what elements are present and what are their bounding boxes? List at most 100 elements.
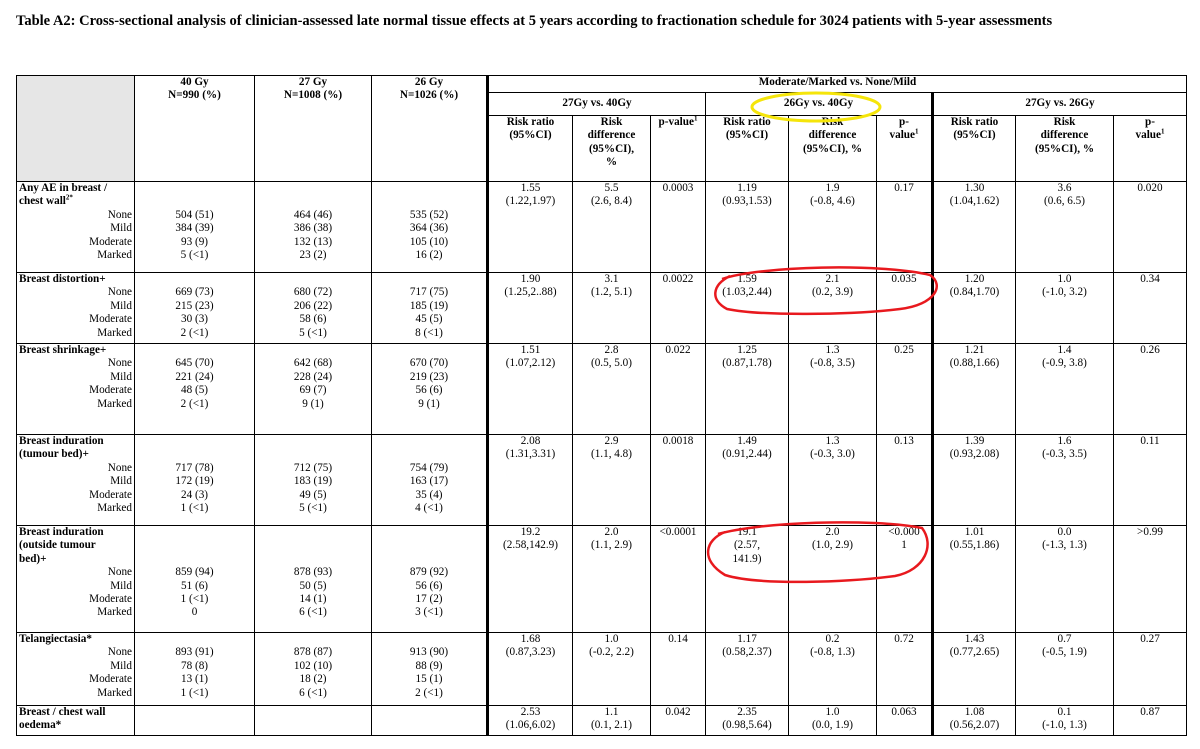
cell-p-value: 0.11 [1113,434,1187,526]
header-group: Moderate/Marked vs. None/Mild [486,75,1187,93]
header-comparison-27-40: 27Gy vs. 40Gy [486,92,706,116]
cell-p-value: 0.035 [876,272,933,344]
cell-27gy: 878 (93) 50 (5) 14 (1) 6 (<1) [254,525,372,633]
header-risk-difference: Risk difference (95%CI), % [788,115,877,182]
cell-risk-ratio: 19.1 (2.57, 141.9) [705,525,789,633]
cell-risk-ratio: 1.01 (0.55,1.86) [931,525,1016,633]
cell-p-value: 0.72 [876,632,933,706]
cell-risk-ratio: 1.08 (0.56,2.07) [931,705,1016,736]
cell-26gy: 717 (75) 185 (19) 45 (5) 8 (<1) [371,272,488,344]
row-label: Breast / chest wall oedema* [16,705,135,736]
cell-risk-difference: 1.4 (-0.9, 3.8) [1015,343,1114,435]
cell-risk-difference: 2.1 (0.2, 3.9) [788,272,877,344]
cell-risk-ratio: 1.55 (1.22,1.97) [486,181,573,273]
cell-risk-difference: 2.8 (0.5, 5.0) [572,343,651,435]
row-label: Any AE in breast / chest wall2* None Mild Mo… [16,181,135,273]
row-label: Breast induration (outside tumour bed)+ Non… [16,525,135,633]
cell-risk-difference: 1.6 (-0.3, 3.5) [1015,434,1114,526]
header-comparison-26-40: 26Gy vs. 40Gy [705,92,933,116]
cell-p-value: 0.25 [876,343,933,435]
row-label: Breast induration (tumour bed)+ None Mild Mo… [16,434,135,526]
cell-risk-difference: 0.7 (-0.5, 1.9) [1015,632,1114,706]
row-label: Breast shrinkage+ None Mild Moderate Marked [16,343,135,435]
header-p-value: p-value1 [650,115,706,182]
cell-risk-difference: 2.9 (1.1, 4.8) [572,434,651,526]
table-row: Breast induration (tumour bed)+ None Mild Mo… [16,434,1187,526]
cell-p-value: 0.14 [650,632,706,706]
cell-risk-difference: 0.2 (-0.8, 1.3) [788,632,877,706]
cell-40gy: 645 (70) 221 (24) 48 (5) 2 (<1) [134,343,255,435]
cell-risk-ratio: 2.35 (0.98,5.64) [705,705,789,736]
cell-risk-ratio: 19.2 (2.58,142.9) [486,525,573,633]
table-row: Breast induration (outside tumour bed)+ Non… [16,525,1187,633]
table-row: Any AE in breast / chest wall2* None Mild Mo… [16,181,1187,273]
cell-risk-ratio: 1.17 (0.58,2.37) [705,632,789,706]
table-row: Breast shrinkage+ None Mild Moderate Marked 6… [16,343,1187,435]
header-comparison-27-26: 27Gy vs. 26Gy [931,92,1187,116]
cell-risk-difference: 1.0 (-1.0, 3.2) [1015,272,1114,344]
cell-risk-difference: 3.6 (0.6, 6.5) [1015,181,1114,273]
cell-p-value: 0.26 [1113,343,1187,435]
cell-p-value: >0.99 [1113,525,1187,633]
cell-risk-ratio: 1.49 (0.91,2.44) [705,434,789,526]
cell-27gy: 642 (68) 228 (24) 69 (7) 9 (1) [254,343,372,435]
cell-p-value: 0.042 [650,705,706,736]
cell-risk-difference: 0.1 (-1.0, 1.3) [1015,705,1114,736]
header-risk-difference: Risk difference (95%CI), % [1015,115,1114,182]
cell-risk-difference: 3.1 (1.2, 5.1) [572,272,651,344]
row-label: Telangiectasia* None Mild Moderate Marked [16,632,135,706]
cell-p-value: 0.022 [650,343,706,435]
cell-26gy: 754 (79) 163 (17) 35 (4) 4 (<1) [371,434,488,526]
cell-40gy: 893 (91) 78 (8) 13 (1) 1 (<1) [134,632,255,706]
header-p-value: p-value1 [1113,115,1187,182]
header-27gy: 27 Gy N=1008 (%) [254,75,372,182]
header-26gy: 26 Gy N=1026 (%) [371,75,488,182]
cell-risk-ratio: 1.30 (1.04,1.62) [931,181,1016,273]
cell-40gy: 669 (73) 215 (23) 30 (3) 2 (<1) [134,272,255,344]
row-label: Breast distortion+ None Mild Moderate Marked [16,272,135,344]
cell-26gy [371,705,488,736]
cell-26gy: 913 (90) 88 (9) 15 (1) 2 (<1) [371,632,488,706]
cell-p-value: 0.13 [876,434,933,526]
cell-risk-difference: 1.0 (0.0, 1.9) [788,705,877,736]
cell-risk-difference: 1.3 (-0.8, 3.5) [788,343,877,435]
cell-risk-difference: 2.0 (1.0, 2.9) [788,525,877,633]
cell-p-value: 0.34 [1113,272,1187,344]
cell-p-value: <0.0001 [650,525,706,633]
cell-p-value: 0.0018 [650,434,706,526]
cell-risk-ratio: 1.25 (0.87,1.78) [705,343,789,435]
cell-risk-difference: 1.9 (-0.8, 4.6) [788,181,877,273]
cell-27gy: 464 (46) 386 (38) 132 (13) 23 (2) [254,181,372,273]
cell-risk-ratio: 1.59 (1.03,2.44) [705,272,789,344]
cell-26gy: 535 (52) 364 (36) 105 (10) 16 (2) [371,181,488,273]
table-row: Breast / chest wall oedema* 2.53 (1.06,6.02… [16,705,1187,736]
cell-40gy: 504 (51) 384 (39) 93 (9) 5 (<1) [134,181,255,273]
cell-risk-difference: 1.3 (-0.3, 3.0) [788,434,877,526]
header-risk-ratio: Risk ratio (95%CI) [931,115,1016,182]
cell-risk-difference: 2.0 (1.1, 2.9) [572,525,651,633]
cell-risk-ratio: 1.51 (1.07,2.12) [486,343,573,435]
table-title: Table A2: Cross-sectional analysis of cl… [16,13,1053,29]
cell-26gy: 670 (70) 219 (23) 56 (6) 9 (1) [371,343,488,435]
cell-27gy: 878 (87) 102 (10) 18 (2) 6 (<1) [254,632,372,706]
table-row: Telangiectasia* None Mild Moderate Marked 893… [16,632,1187,706]
header-blank [16,75,135,182]
cell-risk-ratio: 1.68 (0.87,3.23) [486,632,573,706]
header-risk-ratio: Risk ratio (95%CI) [705,115,789,182]
cell-p-value: 0.0022 [650,272,706,344]
header-40gy: 40 Gy N=990 (%) [134,75,255,182]
cell-p-value: 0.27 [1113,632,1187,706]
header-p-value: p-value1 [876,115,933,182]
cell-risk-ratio: 2.53 (1.06,6.02) [486,705,573,736]
cell-p-value: 0.17 [876,181,933,273]
results-table: 40 Gy N=990 (%) 27 Gy N=1008 (%) 26 Gy N=10… [16,75,1187,736]
cell-40gy: 717 (78) 172 (19) 24 (3) 1 (<1) [134,434,255,526]
cell-risk-ratio: 1.43 (0.77,2.65) [931,632,1016,706]
cell-40gy [134,705,255,736]
cell-40gy: 859 (94) 51 (6) 1 (<1) 0 [134,525,255,633]
cell-27gy [254,705,372,736]
cell-risk-ratio: 1.20 (0.84,1.70) [931,272,1016,344]
cell-risk-difference: 0.0 (-1.3, 1.3) [1015,525,1114,633]
header-risk-difference: Risk difference (95%CI),% [572,115,651,182]
cell-risk-ratio: 1.19 (0.93,1.53) [705,181,789,273]
